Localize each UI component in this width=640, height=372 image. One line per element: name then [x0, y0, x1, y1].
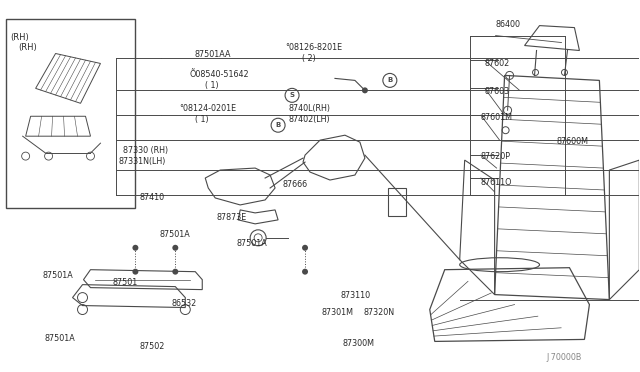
- Circle shape: [302, 269, 308, 275]
- Text: 87666: 87666: [283, 180, 308, 189]
- Bar: [388, 188, 406, 216]
- Text: 87600M: 87600M: [556, 137, 588, 146]
- Text: 87501A: 87501A: [159, 230, 190, 240]
- Text: 873110: 873110: [340, 291, 371, 300]
- Text: °08126-8201E: °08126-8201E: [285, 42, 342, 51]
- Text: 87320N: 87320N: [364, 308, 394, 317]
- Text: 87331N(LH): 87331N(LH): [119, 157, 166, 166]
- Circle shape: [132, 269, 138, 275]
- Text: 87873E: 87873E: [216, 213, 247, 222]
- Text: 86532: 86532: [172, 299, 197, 308]
- Text: ( 1): ( 1): [205, 81, 219, 90]
- Circle shape: [172, 245, 179, 251]
- Text: 87300M: 87300M: [342, 339, 374, 348]
- Text: (RH): (RH): [19, 42, 37, 51]
- Text: 86400: 86400: [495, 20, 520, 29]
- Text: S: S: [289, 92, 294, 98]
- Text: 87330 (RH): 87330 (RH): [124, 146, 168, 155]
- Text: 87501AA: 87501AA: [194, 50, 230, 59]
- Text: J 70000B: J 70000B: [547, 353, 582, 362]
- Text: 87501: 87501: [113, 278, 138, 287]
- Text: 87601M: 87601M: [481, 113, 513, 122]
- Text: 87620P: 87620P: [481, 152, 511, 161]
- Text: 87602: 87602: [484, 59, 510, 68]
- Text: 87402(LH): 87402(LH): [288, 115, 330, 124]
- Text: 87301M: 87301M: [321, 308, 353, 317]
- Circle shape: [362, 87, 368, 93]
- Text: 8740L(RH): 8740L(RH): [288, 104, 330, 113]
- Text: B: B: [387, 77, 392, 83]
- Circle shape: [302, 245, 308, 251]
- Text: 87501A: 87501A: [44, 334, 75, 343]
- Text: ( 2): ( 2): [302, 54, 316, 62]
- Text: 87502: 87502: [140, 341, 165, 350]
- Text: ( 1): ( 1): [195, 115, 209, 124]
- Text: B: B: [275, 122, 281, 128]
- Text: Õ08540-51642: Õ08540-51642: [189, 70, 249, 79]
- Text: 87501A: 87501A: [42, 271, 73, 280]
- Circle shape: [132, 245, 138, 251]
- Text: 87603: 87603: [484, 87, 510, 96]
- Text: °08124-0201E: °08124-0201E: [179, 104, 237, 113]
- Bar: [6, 19, 136, 208]
- Text: (RH): (RH): [11, 33, 29, 42]
- Text: 87410: 87410: [140, 193, 165, 202]
- Text: 87501A: 87501A: [237, 239, 268, 248]
- Text: 87611O: 87611O: [481, 178, 513, 187]
- Circle shape: [172, 269, 179, 275]
